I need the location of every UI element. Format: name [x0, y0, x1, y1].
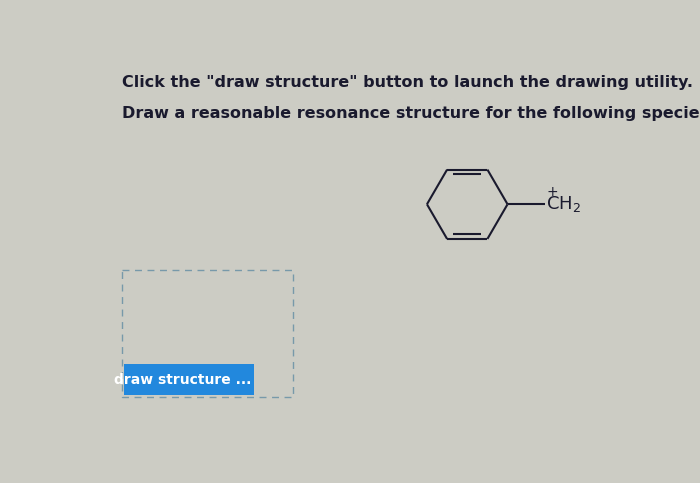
Text: +: + — [546, 185, 558, 199]
Text: $\mathregular{CH_2}$: $\mathregular{CH_2}$ — [546, 194, 581, 214]
Text: Draw a reasonable resonance structure for the following species.: Draw a reasonable resonance structure fo… — [122, 106, 700, 121]
Bar — [124, 364, 254, 395]
Text: draw structure ...: draw structure ... — [114, 373, 251, 387]
Bar — [122, 270, 293, 397]
Text: Click the "draw structure" button to launch the drawing utility.: Click the "draw structure" button to lau… — [122, 75, 694, 90]
